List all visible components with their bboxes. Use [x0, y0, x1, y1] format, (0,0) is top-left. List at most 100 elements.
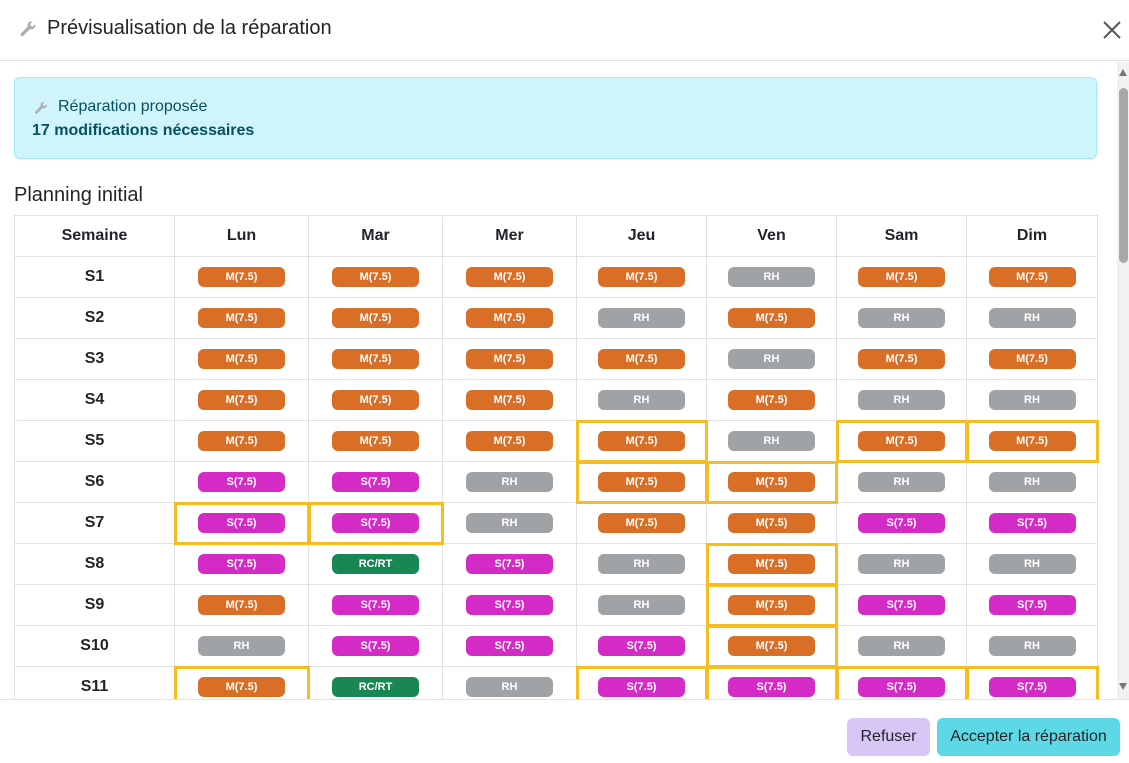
column-header-dim: Dim	[966, 215, 1098, 257]
shift-cell: M(7.5)	[966, 256, 1098, 298]
shift-cell: M(7.5)	[706, 379, 837, 421]
shift-cell: M(7.5)	[308, 297, 443, 339]
highlighted-shift-cell: S(7.5)	[173, 501, 310, 545]
scroll-up-arrow-icon[interactable]	[1119, 69, 1127, 76]
shift-badge: S(7.5)	[988, 595, 1076, 615]
shift-cell: RH	[836, 543, 967, 585]
shift-badge: M(7.5)	[466, 267, 553, 287]
shift-badge: M(7.5)	[858, 267, 945, 287]
shift-badge: S(7.5)	[858, 677, 945, 697]
shift-badge: RH	[728, 267, 815, 287]
modal-footer: Refuser Accepter la réparation	[0, 699, 1129, 763]
shift-badge: RH	[598, 390, 685, 410]
shift-cell: S(7.5)	[308, 461, 443, 503]
shift-badge: M(7.5)	[598, 267, 685, 287]
shift-badge: M(7.5)	[728, 595, 815, 615]
shift-badge: S(7.5)	[466, 554, 553, 574]
shift-cell: S(7.5)	[836, 502, 967, 544]
shift-badge: RH	[988, 554, 1076, 574]
shift-cell: S(7.5)	[174, 461, 309, 503]
shift-cell: M(7.5)	[576, 338, 707, 380]
shift-badge: M(7.5)	[728, 308, 815, 328]
highlighted-shift-cell: M(7.5)	[173, 665, 310, 699]
shift-cell: S(7.5)	[966, 584, 1098, 626]
shift-cell: RH	[706, 256, 837, 298]
shift-cell: M(7.5)	[174, 338, 309, 380]
shift-cell: RH	[836, 297, 967, 339]
shift-cell: M(7.5)	[174, 297, 309, 339]
shift-cell: M(7.5)	[308, 256, 443, 298]
shift-badge: M(7.5)	[198, 431, 285, 451]
shift-cell: RH	[576, 297, 707, 339]
table-row: S1 M(7.5) M(7.5) M(7.5) M(7.5) RH M(7.5) M(7.5)	[14, 256, 1098, 298]
shift-badge: S(7.5)	[466, 636, 553, 656]
week-label: S1	[14, 256, 175, 298]
shift-cell: RH	[576, 543, 707, 585]
shift-cell: M(7.5)	[706, 297, 837, 339]
shift-cell: RH	[966, 543, 1098, 585]
shift-badge: M(7.5)	[332, 431, 419, 451]
highlighted-shift-cell: M(7.5)	[705, 542, 838, 586]
shift-badge: RH	[988, 390, 1076, 410]
shift-cell: M(7.5)	[706, 502, 837, 544]
highlighted-shift-cell: M(7.5)	[705, 583, 838, 627]
modal-title: Prévisualisation de la réparation	[47, 17, 332, 39]
shift-cell: S(7.5)	[442, 625, 577, 667]
shift-badge: S(7.5)	[332, 513, 419, 533]
shift-badge: RH	[858, 554, 945, 574]
wrench-icon	[20, 21, 36, 37]
close-icon[interactable]	[1100, 18, 1124, 42]
week-label: S7	[14, 502, 175, 544]
table-row: S8 S(7.5) RC/RT S(7.5) RH M(7.5) RH RH	[14, 542, 1098, 586]
shift-badge: RH	[466, 513, 553, 533]
shift-badge: RH	[728, 349, 815, 369]
shift-badge: M(7.5)	[728, 513, 815, 533]
shift-badge: RH	[858, 390, 945, 410]
shift-badge: RH	[198, 636, 285, 656]
shift-cell: M(7.5)	[174, 256, 309, 298]
shift-cell: M(7.5)	[308, 379, 443, 421]
highlighted-shift-cell: S(7.5)	[705, 665, 838, 699]
shift-badge: S(7.5)	[988, 677, 1076, 697]
shift-cell: RH	[706, 420, 837, 462]
table-header-row: Semaine Lun Mar Mer Jeu Ven Sam Dim	[14, 215, 1098, 257]
table-row: S11 M(7.5) RC/RT RH S(7.5) S(7.5) S(7.5) S(7.5)	[14, 665, 1099, 699]
shift-cell: S(7.5)	[308, 625, 443, 667]
shift-badge: S(7.5)	[332, 472, 419, 492]
shift-cell: RH	[706, 338, 837, 380]
shift-badge: M(7.5)	[728, 390, 815, 410]
week-label: S9	[14, 584, 175, 626]
week-label: S8	[14, 543, 175, 585]
shift-badge: M(7.5)	[198, 308, 285, 328]
shift-cell: RH	[174, 625, 309, 667]
shift-badge: M(7.5)	[332, 308, 419, 328]
shift-cell: M(7.5)	[836, 256, 967, 298]
shift-cell: M(7.5)	[308, 338, 443, 380]
week-label: S3	[14, 338, 175, 380]
scrollbar-thumb[interactable]	[1119, 88, 1128, 263]
shift-badge: RH	[466, 677, 553, 697]
shift-cell: M(7.5)	[308, 420, 443, 462]
shift-cell: M(7.5)	[576, 502, 707, 544]
shift-badge: M(7.5)	[598, 513, 685, 533]
shift-badge: RH	[988, 636, 1076, 656]
scroll-down-arrow-icon[interactable]	[1119, 683, 1127, 690]
shift-badge: M(7.5)	[466, 349, 553, 369]
shift-badge: M(7.5)	[728, 472, 815, 492]
accept-repair-button[interactable]: Accepter la réparation	[937, 718, 1120, 756]
modification-count: 17 modifications nécessaires	[32, 122, 255, 139]
shift-cell: S(7.5)	[174, 543, 309, 585]
week-label: S5	[14, 420, 175, 462]
modal-body[interactable]: Réparation proposée 17 modifications néc…	[0, 62, 1129, 699]
shift-cell: S(7.5)	[442, 584, 577, 626]
shift-badge: M(7.5)	[198, 677, 285, 697]
refuse-button[interactable]: Refuser	[847, 718, 930, 756]
shift-badge: RH	[728, 431, 815, 451]
shift-badge: RH	[858, 472, 945, 492]
shift-cell: RH	[966, 379, 1098, 421]
table-row: S3 M(7.5) M(7.5) M(7.5) M(7.5) RH M(7.5) M(7.5)	[14, 338, 1098, 380]
column-header-ven: Ven	[706, 215, 837, 257]
column-header-sam: Sam	[836, 215, 967, 257]
shift-badge: M(7.5)	[988, 267, 1076, 287]
